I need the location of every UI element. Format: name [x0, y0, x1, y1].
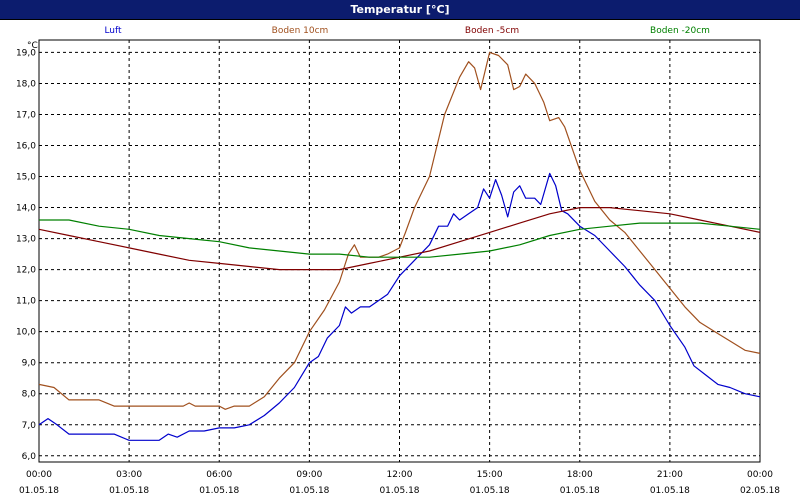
- x-tick-time: 09:00: [296, 470, 322, 480]
- y-tick-label: 19,0: [16, 48, 36, 58]
- y-tick-label: 11,0: [16, 297, 36, 307]
- y-axis-unit: °C: [27, 41, 38, 51]
- legend: Luft Boden 10cm Boden -5cm Boden -20cm: [104, 26, 710, 36]
- y-tick-label: 15,0: [16, 173, 36, 183]
- y-tick-label: 12,0: [16, 266, 36, 276]
- x-tick-date: 01.05.18: [109, 486, 149, 496]
- y-tick-label: 16,0: [16, 142, 36, 152]
- x-tick-time: 00:00: [747, 470, 773, 480]
- x-tick-time: 18:00: [567, 470, 593, 480]
- x-tick-date: 01.05.18: [19, 486, 59, 496]
- x-tick-date: 01.05.18: [199, 486, 239, 496]
- x-tick-time: 06:00: [206, 470, 232, 480]
- x-tick-time: 12:00: [387, 470, 413, 480]
- y-tick-label: 7,0: [22, 421, 37, 431]
- tick-labels: 19,0 18,0 17,0 16,0 15,0 14,0 13,0 12,0 11,0 10,0…: [16, 41, 780, 496]
- legend-entry: Luft: [104, 26, 122, 36]
- x-tick-date: 02.05.18: [740, 486, 780, 496]
- series-lines: [38, 51, 761, 441]
- x-tick-time: 03:00: [116, 470, 142, 480]
- chart-title: Temperatur [°C]: [0, 0, 800, 20]
- x-tick-date: 01.05.18: [289, 486, 329, 496]
- x-tick-time: 21:00: [657, 470, 683, 480]
- series-line-2: [38, 51, 761, 410]
- y-tick-label: 14,0: [16, 204, 36, 214]
- axes: [38, 39, 761, 463]
- y-tick-label: 17,0: [16, 110, 36, 120]
- x-tick-date: 01.05.18: [379, 486, 419, 496]
- x-tick-time: 15:00: [477, 470, 503, 480]
- legend-entry: Boden -5cm: [465, 26, 519, 36]
- series-line-1: [38, 172, 761, 441]
- legend-entry: Boden -20cm: [650, 26, 710, 36]
- y-tick-label: 10,0: [16, 328, 36, 338]
- plot-frame: [38, 39, 761, 463]
- legend-entry: Boden 10cm: [272, 26, 329, 36]
- y-tick-label: 18,0: [16, 79, 36, 89]
- y-tick-label: 8,0: [22, 390, 37, 400]
- x-tick-time: 00:00: [26, 470, 52, 480]
- x-tick-date: 01.05.18: [650, 486, 690, 496]
- y-tick-label: 13,0: [16, 235, 36, 245]
- series-line-4: [39, 219, 761, 258]
- y-tick-label: 6,0: [22, 452, 37, 462]
- x-tick-date: 01.05.18: [560, 486, 600, 496]
- grid: [39, 40, 760, 462]
- x-tick-date: 01.05.18: [470, 486, 510, 496]
- y-tick-label: 9,0: [22, 359, 37, 369]
